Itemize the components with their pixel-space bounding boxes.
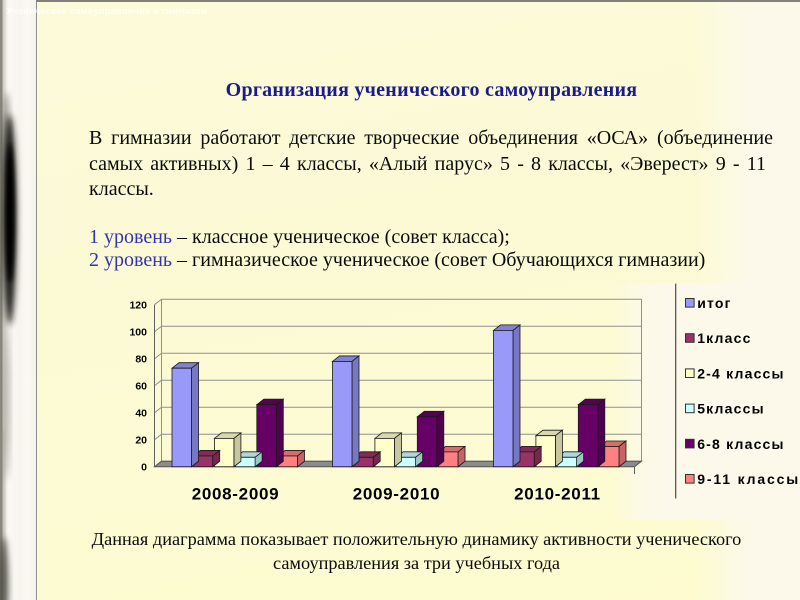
svg-text:20: 20 bbox=[135, 434, 147, 446]
svg-text:2010-2011: 2010-2011 bbox=[514, 485, 601, 504]
svg-text:60: 60 bbox=[135, 380, 147, 392]
svg-text:2009-2010: 2009-2010 bbox=[353, 485, 441, 504]
svg-text:0: 0 bbox=[141, 461, 147, 473]
svg-text:120: 120 bbox=[129, 299, 147, 311]
svg-text:2008-2009: 2008-2009 bbox=[192, 485, 280, 504]
svg-text:40: 40 bbox=[135, 407, 147, 419]
svg-text:80: 80 bbox=[135, 353, 147, 365]
svg-text:100: 100 bbox=[129, 326, 147, 338]
